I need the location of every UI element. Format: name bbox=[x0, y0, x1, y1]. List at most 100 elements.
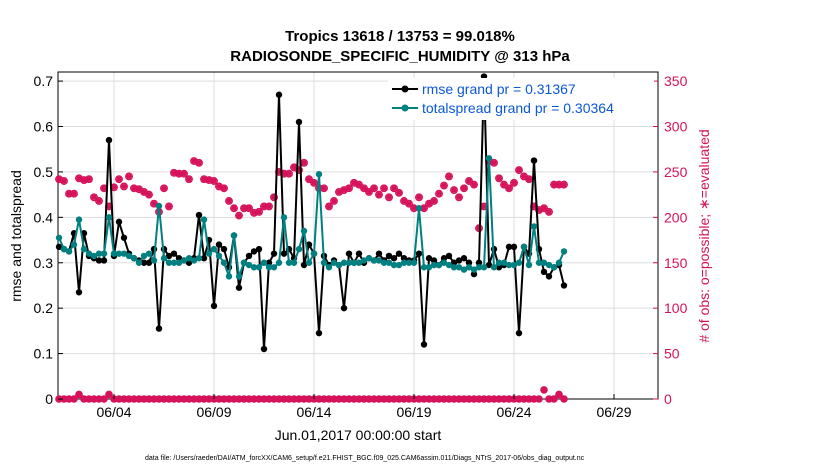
obs-evaluated-marker bbox=[140, 188, 148, 196]
totalspread-point bbox=[415, 205, 423, 212]
totalspread-point bbox=[445, 261, 453, 269]
totalspread-point bbox=[555, 259, 563, 266]
rmse-point bbox=[345, 250, 353, 257]
totalspread-point bbox=[245, 261, 253, 269]
totalspread-point bbox=[450, 264, 458, 271]
spread-layer bbox=[55, 155, 568, 280]
obs-evaluated-marker bbox=[530, 202, 538, 210]
rmse-point bbox=[120, 234, 128, 241]
totalspread-point bbox=[165, 259, 173, 266]
totalspread-point bbox=[280, 214, 288, 221]
obs-evaluated-marker bbox=[470, 181, 478, 189]
obs-zero-marker bbox=[560, 395, 568, 403]
obs-evaluated-marker bbox=[440, 182, 448, 190]
rmse-point bbox=[185, 259, 193, 266]
rmse-point bbox=[540, 268, 548, 276]
y-tick-label-left: 0.7 bbox=[34, 73, 54, 89]
obs-evaluated-marker bbox=[200, 175, 208, 183]
axes-layer: 0 0.1 0.2 0.3 0.4 0.5 0.6 0.7 0 50 100 150 200 250 300… bbox=[34, 73, 688, 420]
totalspread-point bbox=[65, 248, 73, 255]
obs-evaluated-marker bbox=[70, 190, 78, 198]
y-tick-label-left: 0.2 bbox=[34, 300, 54, 316]
obs-evaluated-marker bbox=[180, 170, 188, 178]
totalspread-point bbox=[155, 202, 163, 210]
obs-evaluated-marker bbox=[285, 170, 293, 178]
obs-evaluated-marker bbox=[465, 177, 473, 185]
obs-zero-marker bbox=[535, 395, 543, 403]
totalspread-point bbox=[115, 250, 123, 257]
totalspread-point bbox=[355, 259, 363, 266]
totalspread-point bbox=[420, 264, 428, 271]
totalspread-point bbox=[85, 250, 93, 257]
obs-evaluated-marker bbox=[305, 175, 313, 183]
rmse-point bbox=[485, 261, 493, 269]
obs-evaluated-marker bbox=[435, 190, 443, 198]
rmse-point bbox=[395, 250, 403, 257]
obs-evaluated-marker bbox=[275, 168, 283, 176]
obs-evaluated-marker bbox=[210, 177, 218, 185]
rmse-point bbox=[495, 264, 503, 271]
obs-evaluated-marker bbox=[60, 177, 68, 185]
obs-zero-marker bbox=[540, 386, 548, 394]
totalspread-point bbox=[145, 250, 153, 257]
rmse-point bbox=[100, 257, 108, 264]
totalspread-point bbox=[470, 266, 478, 273]
x-tick-label: 06/29 bbox=[596, 404, 631, 420]
rmse-point bbox=[400, 255, 408, 262]
y-tick-label-right: 300 bbox=[664, 119, 688, 135]
rmse-point bbox=[265, 259, 273, 266]
totalspread-point bbox=[180, 257, 188, 264]
obs-evaluated-marker bbox=[375, 191, 383, 199]
obs-evaluated-marker bbox=[65, 190, 73, 198]
totalspread-point bbox=[195, 255, 203, 262]
grid bbox=[58, 72, 658, 400]
rmse-point bbox=[175, 255, 183, 262]
obs-evaluated-marker bbox=[355, 181, 363, 189]
rmse-point bbox=[530, 157, 538, 164]
obs-evaluated-marker bbox=[90, 193, 98, 201]
legend-spread-marker bbox=[401, 104, 409, 112]
obs-zero-marker bbox=[105, 390, 113, 399]
totalspread-point bbox=[540, 259, 548, 266]
obs-zero-marker bbox=[555, 390, 563, 399]
y-tick-label-right: 200 bbox=[664, 209, 688, 225]
totalspread-point bbox=[330, 259, 338, 266]
obs-evaluated-marker bbox=[215, 182, 223, 190]
obs-evaluated-marker bbox=[190, 157, 198, 165]
rmse-point bbox=[280, 250, 288, 257]
obs-evaluated-marker bbox=[450, 186, 458, 194]
rmse-point bbox=[165, 252, 173, 260]
obs-evaluated-marker bbox=[280, 170, 288, 178]
obs-evaluated-marker bbox=[265, 202, 273, 210]
rmse-point bbox=[385, 252, 393, 260]
obs-zero-marker bbox=[75, 390, 83, 399]
totalspread-point bbox=[510, 261, 518, 269]
totalspread-point bbox=[385, 259, 393, 266]
totalspread-point bbox=[325, 264, 333, 271]
obs-evaluated-marker bbox=[535, 206, 543, 214]
rmse-point bbox=[145, 259, 153, 266]
obs-evaluated-marker bbox=[220, 184, 228, 192]
obs-evaluated-marker bbox=[245, 204, 253, 212]
rmse-point bbox=[505, 243, 513, 251]
obs-evaluated-marker bbox=[170, 169, 178, 177]
totalspread-point bbox=[260, 259, 268, 266]
totalspread-point bbox=[140, 252, 148, 260]
totalspread-point bbox=[395, 261, 403, 269]
x-tick-label: 06/19 bbox=[396, 404, 431, 420]
totalspread-point bbox=[55, 234, 63, 241]
obs-evaluated-marker bbox=[505, 184, 513, 192]
totalspread-point bbox=[285, 259, 293, 266]
totalspread-point bbox=[95, 250, 103, 257]
rmse-point bbox=[210, 302, 218, 310]
obs-evaluated-marker bbox=[495, 174, 503, 182]
totalspread-point bbox=[335, 261, 343, 269]
totalspread-point bbox=[210, 245, 218, 253]
rmse-point bbox=[440, 255, 448, 262]
obs-evaluated-marker bbox=[95, 197, 103, 205]
totalspread-point bbox=[460, 266, 468, 273]
obs-evaluated-marker bbox=[115, 175, 123, 183]
obs-evaluated-marker bbox=[550, 181, 558, 189]
totalspread-point bbox=[80, 245, 88, 253]
